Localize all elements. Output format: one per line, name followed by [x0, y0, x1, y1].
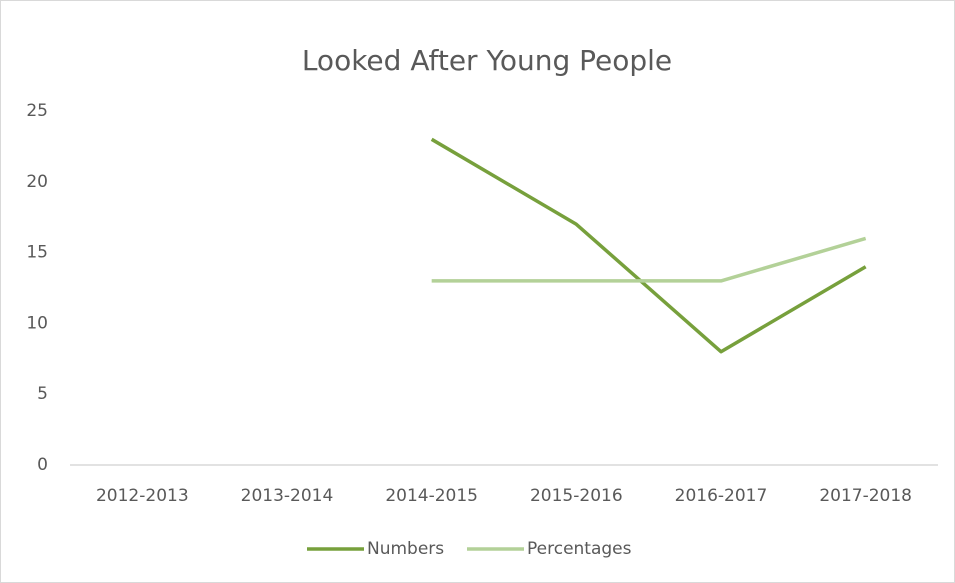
x-tick-label: 2014-2015	[385, 486, 478, 506]
x-tick-label: 2016-2017	[675, 486, 768, 506]
y-tick-label: 10	[26, 313, 48, 333]
series-line	[431, 236, 867, 283]
x-tick-label: 2012-2013	[96, 486, 189, 506]
y-tick-label: 20	[26, 172, 48, 192]
y-tick-label: 5	[37, 384, 48, 404]
legend-label: Numbers	[367, 539, 444, 559]
series-line	[430, 137, 867, 354]
y-tick-label: 25	[26, 101, 48, 121]
legend-label: Percentages	[527, 539, 632, 559]
x-tick-label: 2015-2016	[530, 486, 623, 506]
y-tick-label: 0	[37, 455, 48, 475]
chart-title: Looked After Young People	[302, 44, 672, 77]
x-tick-label: 2013-2014	[241, 486, 334, 506]
x-tick-label: 2017-2018	[819, 486, 912, 506]
y-tick-label: 15	[26, 243, 48, 263]
